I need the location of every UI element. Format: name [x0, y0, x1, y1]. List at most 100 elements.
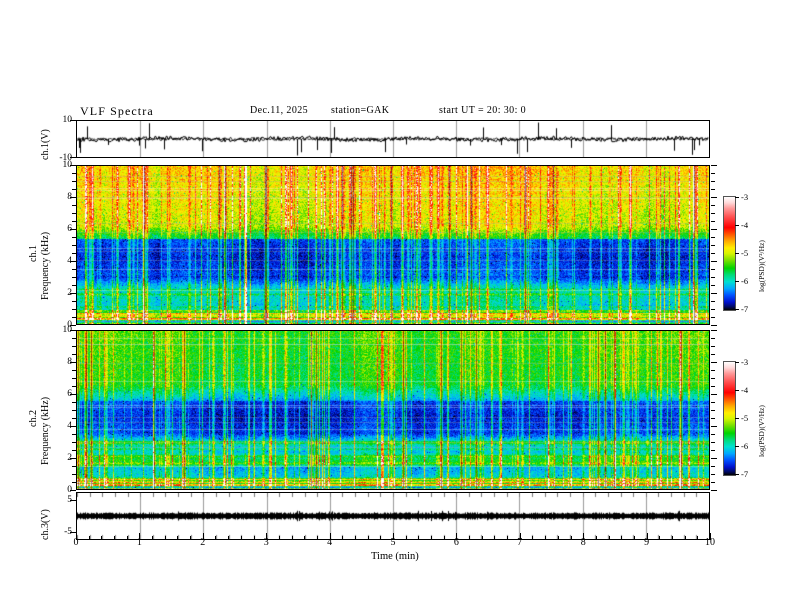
- ch3-waveform-panel: [76, 492, 710, 540]
- tick-mark: [711, 346, 715, 347]
- tick-mark: [114, 536, 115, 540]
- tick-mark: [711, 317, 715, 318]
- tick-mark: [418, 536, 419, 540]
- colorbar-tick: [735, 446, 739, 447]
- tick-mark: [672, 536, 673, 540]
- spectrogram-ytick: 10: [62, 325, 73, 335]
- ch1-ytick-top: 10: [62, 115, 73, 125]
- tick-mark: [711, 362, 717, 363]
- tick-mark: [89, 536, 90, 540]
- tick-mark: [711, 458, 717, 459]
- tick-mark: [72, 474, 76, 475]
- colorbar-tick: [735, 418, 739, 419]
- tick-mark: [393, 533, 394, 540]
- tick-mark: [711, 189, 715, 190]
- tick-mark: [711, 285, 715, 286]
- tick-mark: [76, 533, 77, 540]
- tick-mark: [711, 434, 715, 435]
- tick-mark: [711, 293, 717, 294]
- tick-mark: [647, 533, 648, 540]
- tick-mark: [72, 410, 76, 411]
- tick-mark: [711, 205, 715, 206]
- tick-mark: [203, 533, 204, 540]
- tick-mark: [72, 354, 76, 355]
- tick-mark: [241, 536, 242, 540]
- tick-mark: [342, 536, 343, 540]
- tick-mark: [72, 205, 76, 206]
- tick-mark: [711, 410, 715, 411]
- tick-mark: [72, 221, 76, 222]
- ch2-spectrogram-ylabel-ch: ch.2: [28, 410, 39, 427]
- tick-mark: [72, 370, 76, 371]
- tick-mark: [70, 120, 76, 121]
- tick-mark: [70, 197, 76, 198]
- ch2-spectrogram-canvas: [77, 331, 709, 489]
- ch1-waveform-canvas: [77, 121, 709, 157]
- tick-mark: [711, 237, 715, 238]
- tick-mark: [177, 536, 178, 540]
- tick-mark: [507, 536, 508, 540]
- tick-mark: [406, 536, 407, 540]
- tick-mark: [711, 474, 715, 475]
- ch1-spectrogram-ylabel-ch: ch.1: [28, 245, 39, 262]
- ch2-spectrogram-ylabel-freq: Frequency (kHz): [40, 396, 51, 465]
- time-tick-label: 7: [517, 537, 523, 548]
- tick-mark: [711, 261, 717, 262]
- tick-mark: [152, 536, 153, 540]
- spectrogram-ytick: 0: [46, 320, 72, 330]
- tick-mark: [70, 325, 76, 326]
- tick-mark: [596, 536, 597, 540]
- tick-mark: [70, 458, 76, 459]
- tick-mark: [70, 490, 76, 491]
- colorbar-tick-label: -4: [741, 220, 749, 230]
- tick-mark: [72, 301, 76, 302]
- ch1-colorbar-label: log(PSD)(V²/Hz): [757, 240, 766, 292]
- time-axis-label: Time (min): [371, 551, 419, 562]
- tick-mark: [711, 301, 715, 302]
- tick-mark: [72, 173, 76, 174]
- tick-mark: [532, 536, 533, 540]
- tick-mark: [711, 482, 715, 483]
- colorbar-tick-label: -6: [741, 441, 749, 451]
- tick-mark: [72, 418, 76, 419]
- spectrogram-ytick: 8: [46, 357, 72, 367]
- tick-mark: [444, 536, 445, 540]
- tick-mark: [101, 536, 102, 540]
- tick-mark: [710, 533, 711, 540]
- tick-mark: [697, 536, 698, 540]
- tick-mark: [72, 466, 76, 467]
- colorbar-tick-label: -4: [741, 385, 749, 395]
- time-tick-label: 0: [73, 537, 79, 548]
- ch3-waveform-canvas: [77, 493, 709, 539]
- tick-mark: [558, 536, 559, 540]
- spectrogram-ytick: 6: [46, 389, 72, 399]
- tick-mark: [72, 309, 76, 310]
- tick-mark: [72, 434, 76, 435]
- tick-mark: [72, 450, 76, 451]
- tick-mark: [292, 536, 293, 540]
- ch1-spectrogram-ylabel-freq: Frequency (kHz): [40, 231, 51, 300]
- spectrogram-ytick: 4: [46, 421, 72, 431]
- tick-mark: [711, 221, 715, 222]
- time-tick-label: 3: [263, 537, 269, 548]
- tick-mark: [711, 181, 715, 182]
- colorbar-tick: [735, 197, 739, 198]
- tick-mark: [711, 450, 715, 451]
- tick-mark: [279, 536, 280, 540]
- tick-mark: [711, 394, 717, 395]
- tick-mark: [72, 482, 76, 483]
- tick-mark: [70, 165, 76, 166]
- tick-mark: [469, 536, 470, 540]
- tick-mark: [72, 237, 76, 238]
- time-tick-label: 5: [390, 537, 396, 548]
- tick-mark: [72, 245, 76, 246]
- tick-mark: [165, 536, 166, 540]
- colorbar-tick: [735, 362, 739, 363]
- tick-mark: [317, 536, 318, 540]
- tick-mark: [70, 157, 76, 158]
- colorbar-tick: [735, 474, 739, 475]
- tick-mark: [711, 330, 717, 331]
- colorbar-tick: [735, 253, 739, 254]
- tick-mark: [70, 229, 76, 230]
